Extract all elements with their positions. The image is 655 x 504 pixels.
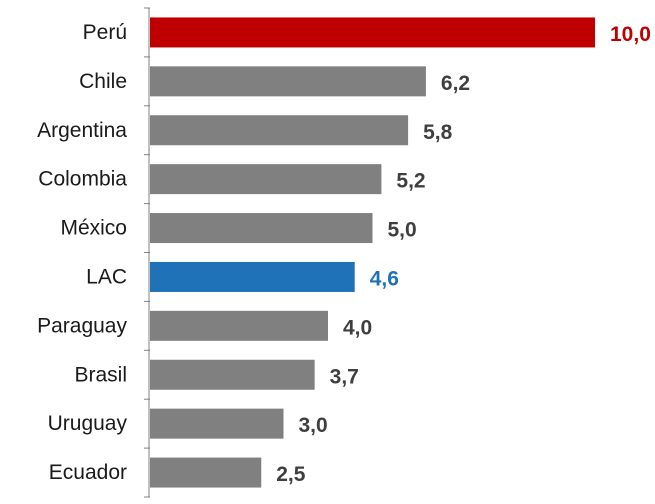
bar-paraguay (150, 310, 328, 341)
bars-group (150, 17, 595, 488)
value-label-brasil: 3,7 (330, 365, 359, 388)
category-label-argentina: Argentina (37, 119, 127, 142)
bar-brasil (150, 359, 315, 390)
category-label-paraguay: Paraguay (37, 314, 127, 337)
bar-peru (150, 17, 595, 48)
category-label-mexico: México (60, 217, 127, 240)
value-label-peru: 10,0 (610, 23, 651, 46)
value-label-mexico: 5,0 (388, 219, 417, 242)
value-label-argentina: 5,8 (423, 121, 453, 144)
bar-uruguay (150, 408, 284, 439)
bar-argentina (150, 115, 409, 146)
category-label-lac: LAC (86, 265, 127, 288)
value-label-chile: 6,2 (441, 72, 470, 95)
bar-chile (150, 66, 426, 97)
axis-ticks (144, 7, 150, 498)
value-label-paraguay: 4,0 (343, 316, 372, 339)
value-label-uruguay: 3,0 (299, 414, 328, 437)
category-label-ecuador: Ecuador (49, 461, 127, 484)
bar-ecuador (150, 457, 262, 488)
category-label-colombia: Colombia (38, 168, 127, 191)
value-label-lac: 4,6 (370, 267, 399, 290)
value-label-ecuador: 2,5 (276, 463, 306, 486)
value-label-colombia: 5,2 (396, 170, 425, 193)
category-labels: Perú Chile Argentina Colombia México LAC Parag… (37, 21, 127, 484)
category-label-chile: Chile (79, 70, 127, 93)
category-label-uruguay: Uruguay (48, 412, 128, 435)
bar-lac (150, 261, 355, 292)
category-label-brasil: Brasil (74, 363, 127, 386)
bar-colombia (150, 164, 382, 195)
value-labels: 10,0 6,2 5,8 5,2 5,0 4,6 4,0 3,7 3,0 2,5 (276, 23, 651, 486)
bar-mexico (150, 213, 373, 244)
category-label-peru: Perú (83, 21, 127, 44)
